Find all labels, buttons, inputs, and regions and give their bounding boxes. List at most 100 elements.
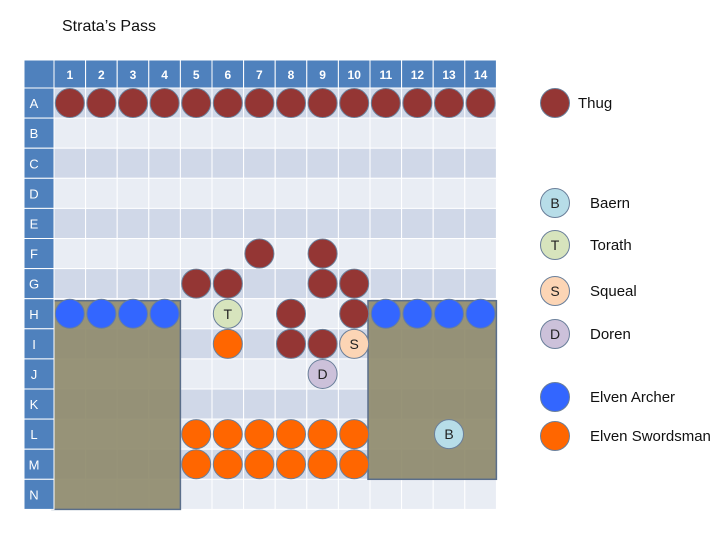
swordsman-token	[244, 419, 275, 450]
grid-cell	[243, 177, 276, 209]
swordsman-token	[212, 449, 243, 480]
thug-token	[149, 88, 180, 119]
grid-cell	[179, 177, 213, 209]
grid-cell	[464, 478, 497, 510]
column-header-label: 12	[411, 68, 425, 82]
column-header-label: 9	[319, 68, 326, 82]
legend-doren-label: Doren	[590, 326, 631, 343]
legend-torath-icon-disc	[540, 230, 570, 260]
row-header-label: H	[29, 307, 38, 322]
row-header-label: G	[29, 277, 39, 292]
column-header	[306, 59, 339, 89]
grid-cell	[464, 117, 497, 149]
column-header	[432, 59, 466, 89]
grid-cell	[211, 117, 245, 149]
thug-token	[402, 88, 433, 119]
torath-token: T	[212, 298, 243, 329]
grid-cell	[211, 147, 245, 179]
thug-token-disc	[307, 268, 338, 299]
swordsman-token-disc	[212, 419, 243, 450]
swordsman-token-disc	[212, 328, 243, 359]
legend-baern-icon: B	[540, 188, 570, 218]
swordsman-token-disc	[276, 419, 306, 450]
grid-cell	[401, 147, 434, 179]
grid-cell	[432, 478, 466, 510]
row-header	[23, 418, 55, 450]
row-header	[23, 87, 55, 119]
grid-cell	[401, 268, 434, 300]
grid-cell	[53, 147, 87, 179]
grid-cell	[401, 177, 434, 209]
swordsman-token-disc	[244, 449, 275, 480]
grid-cell	[179, 478, 213, 510]
row-header-label: E	[30, 216, 39, 231]
grid-cell	[179, 147, 213, 179]
grid-cell	[306, 207, 339, 239]
legend-swordsman-icon-disc	[540, 421, 570, 451]
grid-cell	[148, 268, 181, 300]
grid-cell	[306, 298, 339, 330]
thug-token-disc	[339, 298, 370, 329]
baern-token-disc	[434, 419, 464, 450]
row-header	[23, 238, 55, 270]
row-header-label: D	[29, 186, 38, 201]
grid-cell	[306, 117, 339, 149]
legend-baern-label: Baern	[590, 195, 630, 212]
swordsman-token	[339, 419, 370, 450]
grid-cell	[337, 478, 371, 510]
grid-cell	[274, 268, 308, 300]
thug-token-disc	[86, 88, 117, 119]
grid-cell	[243, 328, 276, 360]
legend-baern-icon-letter: B	[550, 195, 559, 211]
archer-token	[465, 298, 496, 329]
swordsman-token-disc	[181, 449, 212, 480]
legend: Thug B Baern T Torath S Squeal D Doren Elven Arch…	[540, 88, 711, 451]
grid-cell	[243, 147, 276, 179]
legend-squeal-icon-disc	[540, 276, 570, 306]
grid-cell	[243, 358, 276, 390]
grid-cell	[53, 117, 87, 149]
doren-token: D	[307, 358, 338, 389]
grid-cell	[179, 388, 213, 420]
column-header	[337, 59, 371, 89]
grid-cell	[369, 207, 403, 239]
column-header-label: 11	[379, 68, 392, 82]
grid-cell	[306, 177, 339, 209]
thug-token-disc	[434, 88, 464, 119]
thug-token	[339, 88, 370, 119]
grid-cell	[432, 117, 466, 149]
grid-cell	[306, 388, 339, 420]
grid-cell	[116, 268, 150, 300]
grid-cell	[53, 177, 87, 209]
grid-cell	[211, 478, 245, 510]
grid-cell	[432, 177, 466, 209]
swordsman-token-disc	[181, 419, 212, 450]
legend-baern-icon-disc	[540, 188, 570, 218]
west-cliff	[51, 299, 182, 511]
grid-cell	[401, 207, 434, 239]
archer-token	[54, 298, 85, 329]
doren-token-disc	[307, 358, 338, 389]
row-header-label: L	[30, 427, 37, 442]
grid-cell	[464, 238, 497, 270]
baern-token: B	[434, 419, 464, 450]
column-header-label: 7	[256, 68, 263, 82]
column-header-label: 4	[161, 68, 168, 82]
thug-token-disc	[212, 88, 243, 119]
thug-token-disc	[402, 88, 433, 119]
grid-cell	[464, 147, 497, 179]
thug-token-disc	[276, 328, 306, 359]
swordsman-token	[181, 449, 212, 480]
thug-token-disc	[307, 238, 338, 269]
doren-token-letter: D	[318, 366, 328, 382]
thug-token	[307, 268, 338, 299]
archer-token	[370, 298, 401, 329]
column-header-label: 8	[288, 68, 295, 82]
grid-cell	[337, 238, 371, 270]
swordsman-token-disc	[339, 449, 370, 480]
thug-token	[54, 88, 85, 119]
thug-token	[212, 88, 243, 119]
archer-token-disc	[149, 298, 180, 329]
column-header	[116, 59, 150, 89]
grid-cell	[179, 328, 213, 360]
